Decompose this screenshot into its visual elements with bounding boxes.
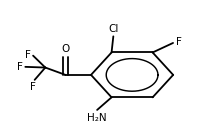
Text: H₂N: H₂N [87, 113, 107, 123]
Text: F: F [176, 37, 182, 47]
Text: O: O [61, 44, 70, 54]
Text: Cl: Cl [108, 24, 119, 34]
Text: F: F [17, 62, 23, 72]
Text: F: F [25, 50, 30, 60]
Text: F: F [30, 82, 36, 92]
